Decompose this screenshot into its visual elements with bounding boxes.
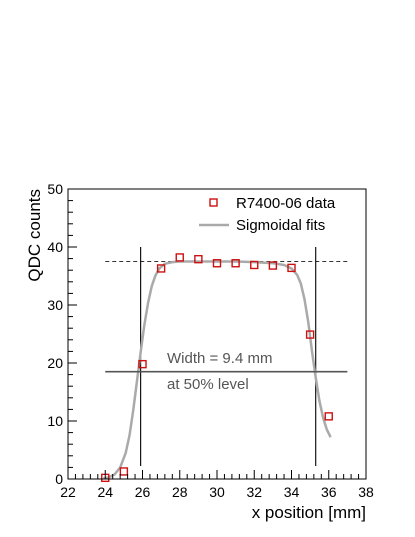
data-point: [119, 467, 129, 476]
y-tick-label: 30: [47, 297, 63, 313]
legend-label-data: R7400-06 data: [236, 195, 336, 212]
x-tick-label: 34: [284, 484, 300, 500]
x-tick-label: 28: [172, 484, 188, 500]
y-tick-label: 20: [47, 355, 63, 371]
data-point: [138, 359, 147, 369]
legend-label-fit: Sigmoidal fits: [236, 217, 325, 234]
x-tick-label: 32: [246, 484, 262, 500]
data-point: [305, 330, 315, 339]
data-point: [287, 263, 296, 273]
y-tick-label: 0: [55, 471, 63, 487]
y-tick-label: 50: [47, 181, 63, 197]
data-point: [212, 259, 222, 268]
x-tick-label: 36: [321, 484, 337, 500]
data-point: [268, 261, 278, 270]
width-annotation: Width = 9.4 mm: [167, 350, 272, 367]
x-tick-label: 26: [135, 484, 151, 500]
x-tick-label: 38: [358, 484, 374, 500]
axes: 22 24 26 28 30 32 34 36 38 0 10 20 30 40 50: [47, 181, 374, 500]
x-tick-label: 24: [97, 484, 113, 500]
y-tick-label: 10: [47, 413, 63, 429]
data-point: [231, 259, 240, 268]
x-axis-title: x position [mm]: [252, 503, 366, 522]
data-point: [194, 254, 203, 264]
level-annotation: at 50% level: [167, 376, 249, 393]
data-point: [175, 253, 184, 262]
y-tick-label: 40: [47, 239, 63, 255]
legend-marker-data: [209, 198, 218, 207]
legend: R7400-06 data Sigmoidal fits: [199, 195, 336, 234]
data-point: [324, 412, 333, 421]
x-tick-label: 30: [209, 484, 225, 500]
data-point: [156, 264, 166, 273]
fit-curve: [103, 260, 332, 480]
y-axis-title: QDC counts: [25, 189, 44, 282]
data-point: [250, 260, 259, 270]
x-tick-label: 22: [60, 484, 76, 500]
